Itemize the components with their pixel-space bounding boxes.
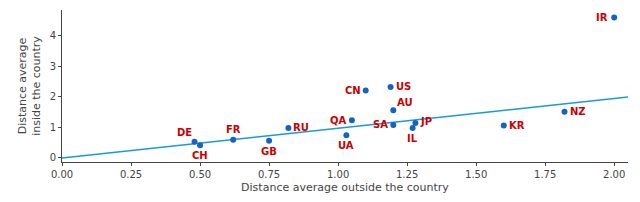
svg-text:CN: CN [345,85,361,96]
svg-text:3: 3 [50,61,56,72]
svg-text:2.00: 2.00 [603,169,625,180]
svg-text:FR: FR [226,124,241,135]
svg-text:1.50: 1.50 [465,169,487,180]
svg-text:JP: JP [420,116,432,127]
svg-text:NZ: NZ [570,106,586,117]
svg-text:US: US [396,81,411,92]
svg-text:CH: CH [192,150,208,161]
svg-text:UA: UA [338,140,354,151]
svg-text:DE: DE [177,127,192,138]
svg-text:0.50: 0.50 [189,169,211,180]
svg-text:4: 4 [50,30,56,41]
svg-text:GB: GB [261,146,277,157]
svg-text:1.00: 1.00 [327,169,349,180]
svg-text:Distance average outside the c: Distance average outside the country [241,181,449,194]
svg-text:IR: IR [596,12,608,23]
svg-text:0.75: 0.75 [258,169,280,180]
svg-text:IL: IL [407,133,418,144]
svg-text:RU: RU [293,122,309,133]
svg-text:QA: QA [330,115,347,126]
svg-text:1.75: 1.75 [534,169,556,180]
svg-text:1: 1 [50,122,56,133]
svg-text:0: 0 [50,152,56,163]
svg-text:Distance averageinside the cou: Distance averageinside the country [16,36,43,136]
svg-text:1.25: 1.25 [396,169,418,180]
svg-text:2: 2 [50,91,56,102]
svg-text:0.00: 0.00 [51,169,73,180]
svg-text:SA: SA [373,119,388,130]
svg-text:AU: AU [397,97,413,108]
svg-text:0.25: 0.25 [120,169,142,180]
svg-text:KR: KR [509,120,525,131]
